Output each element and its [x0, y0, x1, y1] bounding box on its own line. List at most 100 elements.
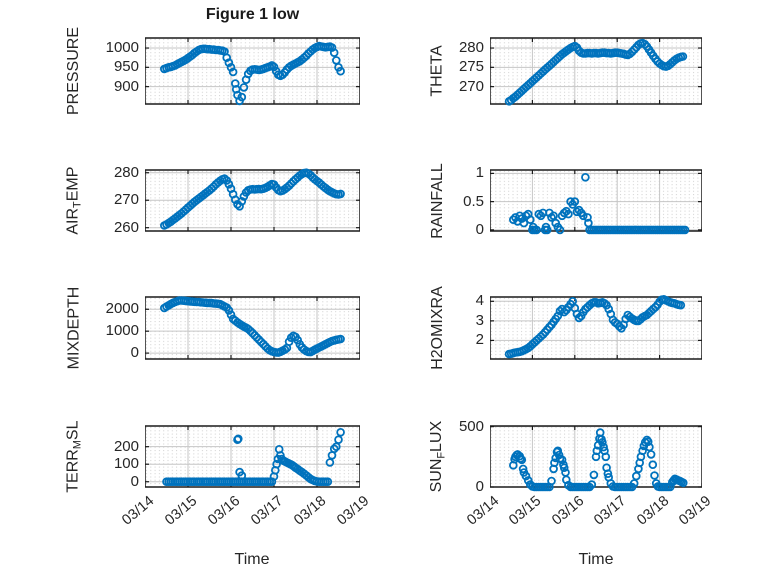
data-point-marker: [638, 446, 647, 456]
data-point-marker: [224, 58, 234, 68]
data-point-marker: [226, 62, 236, 72]
axes-box: [490, 425, 702, 488]
theta-series: [504, 38, 688, 106]
y-axis-label-text: PRESSURE: [65, 27, 83, 115]
data-point-marker: [564, 209, 573, 219]
data-point-marker: [589, 470, 599, 480]
data-point-marker: [599, 442, 608, 452]
y-tick-label: 2000: [105, 300, 139, 318]
data-point-marker: [269, 62, 279, 72]
data-point-marker: [627, 47, 637, 57]
data-point-marker: [553, 446, 563, 456]
terr-msl-plot-area: [145, 425, 360, 488]
sun-flux-series: [508, 428, 688, 492]
data-point-marker: [224, 179, 234, 189]
data-point-marker: [248, 328, 257, 338]
data-point-marker: [272, 459, 281, 469]
y-tick-label: 270: [458, 77, 484, 95]
data-point-marker: [334, 435, 343, 444]
data-point-marker: [601, 452, 611, 462]
y-tick-label: 275: [458, 58, 484, 76]
data-point-marker: [646, 450, 656, 459]
data-point-marker: [228, 67, 238, 77]
pressure-plot-area: [145, 37, 360, 106]
data-point-marker: [519, 218, 529, 228]
y-tick-label: 280: [113, 163, 139, 181]
data-point-marker: [680, 225, 690, 235]
data-point-marker: [579, 211, 588, 221]
data-point-marker: [555, 225, 565, 235]
y-tick-label: 260: [113, 218, 139, 236]
data-point-marker: [516, 454, 525, 463]
data-point-marker: [256, 337, 266, 347]
x-axis-title-right: Time: [578, 551, 614, 568]
data-point-marker: [679, 478, 688, 488]
air-temp-plot-area: [145, 168, 360, 232]
data-point-marker: [559, 307, 569, 317]
data-point-marker: [224, 306, 234, 315]
y-axis-label-text: AIRTEMP: [64, 167, 83, 235]
data-point-marker: [604, 304, 613, 314]
y-axis-label-part: TERR: [64, 449, 82, 493]
sun-flux-plot-area: [490, 425, 702, 492]
y-tick-label: 2: [475, 331, 484, 349]
data-point-marker: [336, 66, 345, 76]
y-axis-label-part: T: [71, 201, 84, 208]
y-tick-label: 1000: [105, 39, 139, 57]
data-point-marker: [678, 52, 688, 61]
y-tick-label: 0: [130, 344, 139, 362]
axes-box: [145, 37, 360, 105]
data-point-marker: [239, 83, 249, 92]
data-point-marker: [676, 300, 686, 310]
pressure-series: [159, 41, 345, 106]
data-point-marker: [517, 455, 527, 465]
data-point-marker: [278, 70, 287, 79]
data-point-marker: [665, 482, 675, 492]
data-point-marker: [547, 476, 556, 486]
theta-plot-area: [490, 37, 702, 106]
data-point-marker: [329, 444, 339, 454]
data-point-marker: [559, 463, 569, 472]
data-point-marker: [587, 480, 597, 489]
y-tick-label: 0: [130, 472, 139, 490]
data-point-marker: [532, 225, 541, 235]
rainfall-series: [508, 173, 690, 235]
data-point-marker: [336, 189, 345, 199]
y-axis-label-text: MIXDEPTH: [65, 287, 83, 370]
data-point-marker: [549, 211, 558, 221]
data-point-marker: [336, 428, 345, 437]
rainfall-plot-area: [490, 169, 702, 235]
data-point-marker: [234, 434, 243, 444]
data-point-marker: [284, 181, 294, 190]
y-tick-label: 950: [113, 58, 139, 76]
data-point-marker: [323, 477, 333, 486]
data-point-marker: [226, 310, 236, 320]
data-point-marker: [603, 469, 613, 478]
y-axis-label-part: SL: [64, 420, 82, 440]
y-axis-label-part: EMP: [64, 166, 82, 202]
data-point-marker: [259, 339, 268, 349]
terr-msl-series: [162, 428, 345, 486]
mixdepth-plot-area: [145, 296, 360, 360]
y-tick-label: 1: [475, 164, 484, 182]
y-axis-label-part: MIXDEPTH: [64, 286, 82, 370]
minor-grid: [145, 426, 360, 487]
axes-box: [145, 425, 360, 488]
y-tick-label: 280: [458, 39, 484, 57]
x-axis-title-left: Time: [234, 551, 270, 568]
air-temp-series: [159, 168, 345, 230]
data-point-marker: [542, 225, 552, 235]
y-axis-label-part: M: [71, 439, 84, 450]
y-axis-label-part: AIR: [64, 207, 82, 235]
data-point-marker: [254, 335, 264, 344]
y-tick-label: 1000: [105, 322, 139, 340]
y-tick-label: 100: [113, 455, 139, 473]
y-tick-label: 200: [113, 437, 139, 455]
data-point-marker: [598, 437, 607, 447]
y-tick-label: 0: [475, 220, 484, 238]
data-point-marker: [629, 479, 639, 488]
data-point-marker: [557, 455, 567, 465]
h2omixra-series: [504, 294, 686, 359]
data-point-marker: [650, 471, 659, 480]
data-point-marker: [643, 437, 653, 446]
